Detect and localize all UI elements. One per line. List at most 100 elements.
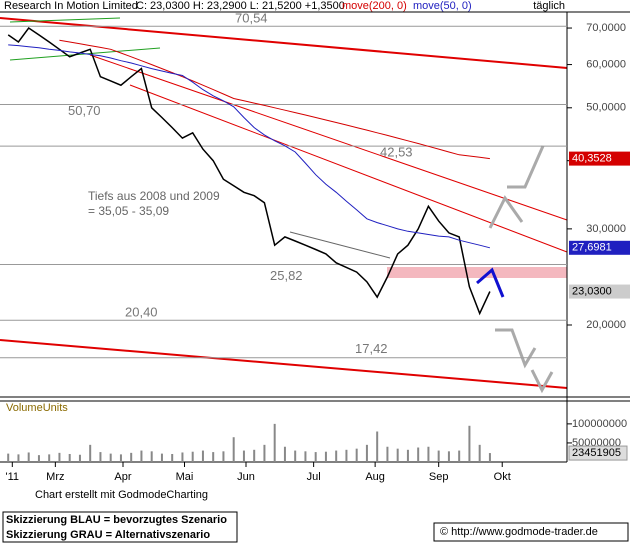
last-value-label: 23,0300	[572, 285, 612, 297]
volume-bar	[27, 452, 30, 462]
volume-bar	[253, 449, 256, 462]
volume-bar	[78, 454, 81, 462]
volume-bar	[345, 449, 348, 462]
volume-bar	[468, 425, 471, 462]
volume-bar	[89, 444, 92, 462]
scenario-arrow	[507, 145, 545, 189]
volume-bar	[160, 453, 163, 462]
moving-average	[8, 44, 491, 249]
level-label: 50,70	[68, 103, 101, 118]
annotation: Tiefs aus 2008 und 2009	[88, 189, 220, 203]
volume-label: VolumeUnits	[6, 402, 68, 414]
last-value-box	[569, 240, 630, 255]
last-value-label: 40,3528	[572, 153, 612, 165]
volume-bar	[130, 452, 133, 462]
x-tick-label: Mrz	[46, 471, 64, 483]
trend-line	[0, 339, 568, 389]
volume-bar	[7, 453, 10, 462]
interval: täglich	[533, 0, 565, 12]
volume-bar	[386, 446, 389, 462]
chart-title: Research In Motion Limited	[4, 0, 138, 12]
volume-bar	[324, 451, 327, 462]
volume-bar	[181, 452, 184, 462]
x-tick-label: '11	[6, 471, 20, 483]
volume-bar	[355, 448, 358, 462]
level-label: 20,40	[125, 305, 158, 320]
price-line	[7, 26, 491, 316]
legend-entry: move(50, 0)	[413, 0, 472, 12]
volume-bar	[304, 451, 307, 462]
volume-bar	[273, 423, 276, 462]
volume-bar	[58, 452, 61, 462]
x-tick-label: Mai	[176, 471, 194, 483]
y-tick-label: 20,0000	[586, 319, 626, 331]
resistance-zone	[387, 267, 567, 278]
trend-line	[9, 17, 121, 23]
volume-bar	[314, 452, 317, 462]
volume-bar	[335, 450, 338, 462]
volume-bar	[191, 451, 194, 462]
volume-bar	[406, 449, 409, 462]
legend-box	[2, 511, 238, 543]
volume-bar	[222, 451, 225, 462]
scenario-arrow	[495, 328, 537, 369]
volume-bar	[458, 450, 461, 462]
volume-bar	[447, 451, 450, 462]
legend-note: Skizzierung GRAU = Alternativszenario	[6, 529, 210, 541]
trend-line	[289, 231, 391, 259]
last-value-box	[569, 284, 630, 299]
volume-bar	[232, 437, 235, 462]
volume-bar	[37, 455, 40, 462]
volume-bar	[417, 447, 420, 462]
volume-bar	[427, 446, 430, 462]
last-volume-label: 23451905	[572, 447, 621, 459]
volume-bar	[283, 446, 286, 462]
last-value-label: 27,6981	[572, 242, 612, 254]
volume-bar	[365, 444, 368, 462]
x-tick-label: Aug	[365, 471, 385, 483]
volume-bar	[109, 453, 112, 462]
volume-bar	[150, 451, 153, 462]
x-tick-label: Jun	[237, 471, 255, 483]
quote: C: 23,0300 H: 23,2900 L: 21,5200 +1,3500	[136, 0, 345, 12]
volume-bar	[201, 450, 204, 462]
x-tick-label: Apr	[114, 471, 131, 483]
volume-tick-label: 100000000	[572, 418, 627, 430]
volume-bar	[478, 444, 481, 462]
legend-entry: move(200, 0)	[342, 0, 407, 12]
scenario-arrow	[488, 195, 524, 229]
url: © http://www.godmode-trader.de	[440, 526, 598, 538]
volume-bar	[119, 454, 122, 462]
volume-bar	[437, 450, 440, 462]
volume-bar	[242, 450, 245, 462]
moving-average	[59, 39, 490, 160]
volume-bar	[488, 453, 491, 462]
legend-note: Skizzierung BLAU = bevorzugtes Szenario	[6, 514, 227, 526]
trend-line	[89, 54, 568, 221]
volume-bar	[396, 448, 399, 462]
y-tick-label: 70,0000	[586, 22, 626, 34]
volume-bar	[212, 452, 215, 462]
last-value-box	[569, 151, 630, 166]
x-tick-label: Sep	[429, 471, 449, 483]
volume-bar	[294, 450, 297, 462]
volume-bar	[99, 452, 102, 462]
credit: Chart erstellt mit GodmodeCharting	[35, 489, 208, 501]
volume-bar	[376, 431, 379, 462]
y-tick-label: 30,0000	[586, 223, 626, 235]
x-tick-label: Okt	[494, 471, 511, 483]
scenario-arrow	[530, 369, 554, 394]
annotation: = 35,05 - 35,09	[88, 204, 169, 218]
volume-bar	[171, 453, 174, 462]
scenario-arrow	[476, 267, 505, 298]
level-label: 70,54	[235, 11, 268, 26]
volume-bar	[48, 454, 51, 462]
volume-bar	[17, 454, 20, 462]
level-label: 17,42	[355, 341, 388, 356]
volume-bar	[263, 444, 266, 462]
x-tick-label: Jul	[307, 471, 321, 483]
level-label: 42,53	[380, 145, 413, 160]
url-box	[433, 522, 629, 542]
volume-bar	[68, 453, 71, 462]
